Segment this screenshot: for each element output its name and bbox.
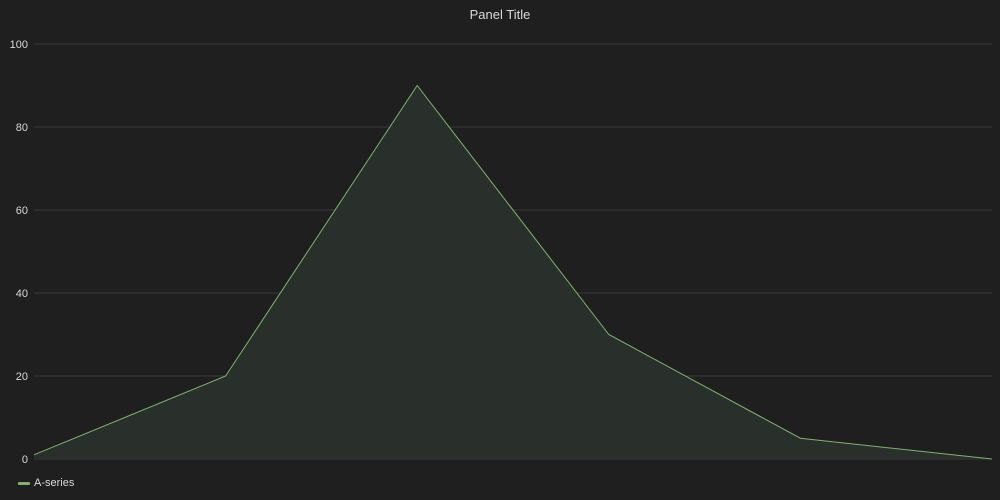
area-fill-series-0 (34, 85, 992, 459)
panel-title[interactable]: Panel Title (469, 7, 531, 22)
y-tick-label-0: 0 (22, 454, 28, 466)
y-tick-label-100: 100 (10, 39, 28, 51)
y-tick-label-20: 20 (16, 371, 28, 383)
data-point-0-4 (799, 437, 801, 439)
y-tick-label-80: 80 (16, 122, 28, 134)
y-tick-label-60: 60 (16, 205, 28, 217)
y-tick-label-40: 40 (16, 288, 28, 300)
data-point-0-2 (416, 84, 418, 86)
data-point-0-0 (33, 454, 35, 456)
data-point-0-5 (991, 458, 993, 460)
legend-swatch-a-series[interactable] (18, 481, 30, 485)
legend-label-a-series[interactable]: A-series (34, 477, 75, 489)
data-point-0-3 (608, 333, 610, 335)
legend: A-series (18, 477, 74, 489)
series-line-0 (33, 84, 993, 460)
data-point-0-1 (224, 375, 226, 377)
